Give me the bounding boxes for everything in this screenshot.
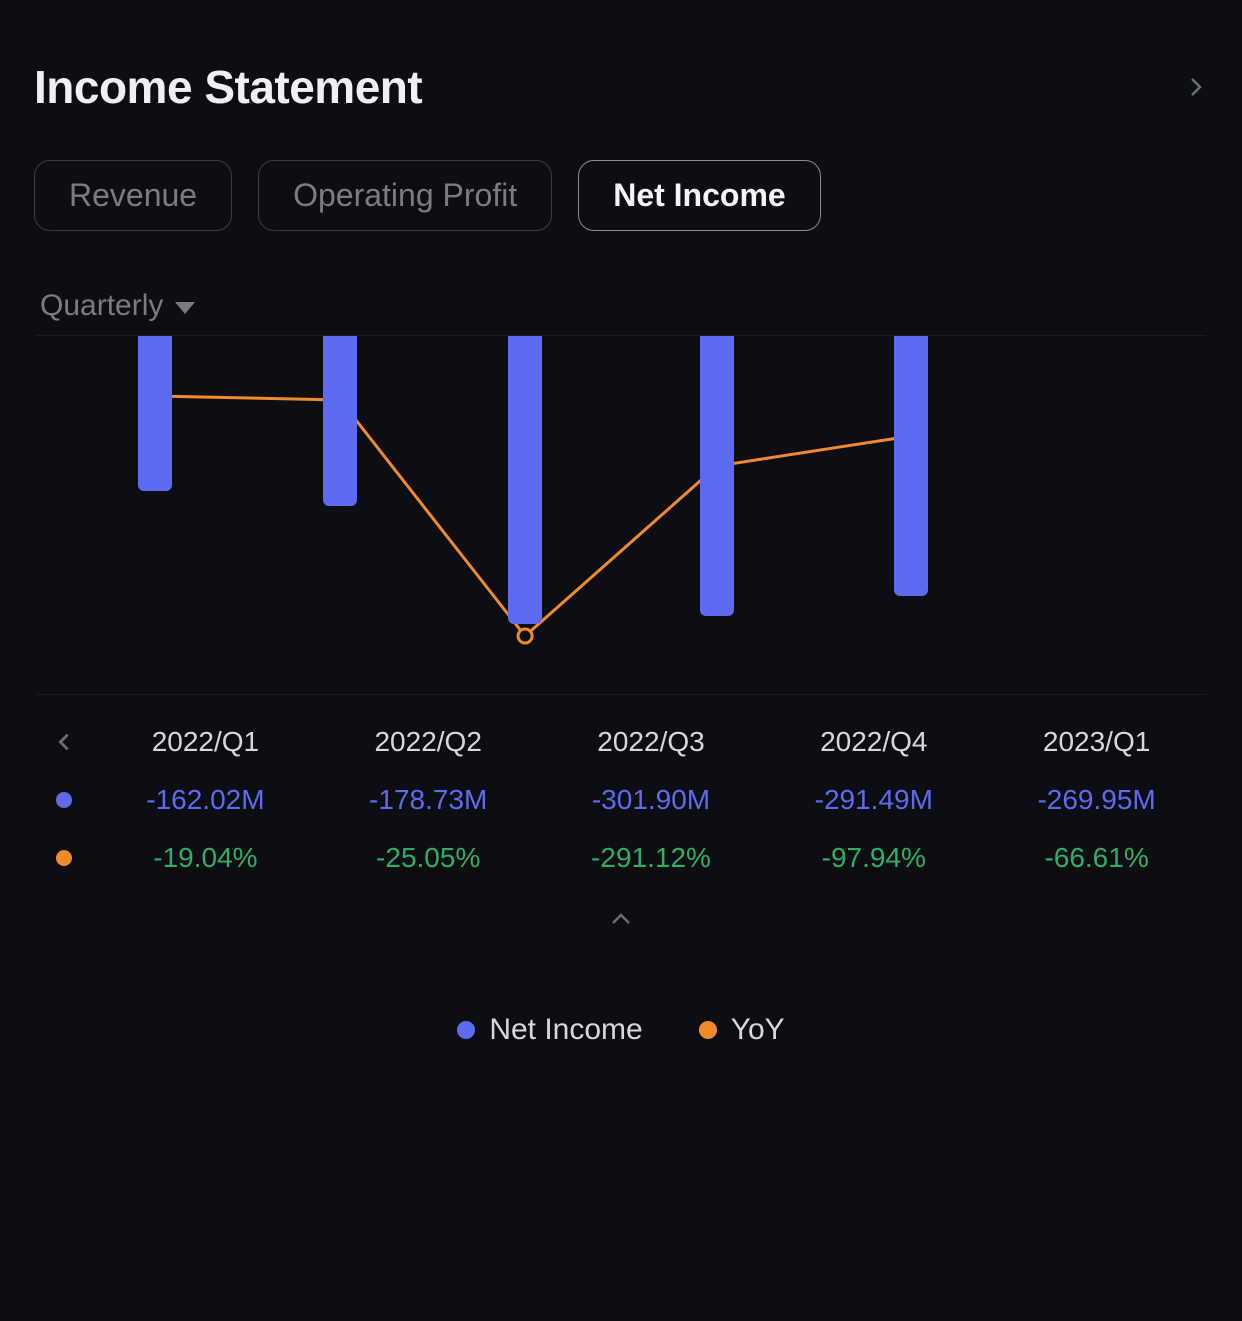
table-cell: 2022/Q2 bbox=[317, 726, 540, 758]
chevron-left-icon[interactable] bbox=[53, 731, 75, 753]
table-cell: -291.49M bbox=[762, 784, 985, 816]
income-chart bbox=[36, 335, 1206, 695]
series-dot-net-income bbox=[56, 792, 72, 808]
yoy-line bbox=[36, 336, 1206, 694]
chart-line-marker bbox=[518, 629, 532, 643]
table-cell: -178.73M bbox=[317, 784, 540, 816]
page-title: Income Statement bbox=[34, 60, 422, 114]
period-selector-label: Quarterly bbox=[40, 289, 163, 323]
legend-label: YoY bbox=[731, 1013, 785, 1047]
tab-revenue[interactable]: Revenue bbox=[34, 160, 232, 231]
table-cell: -25.05% bbox=[317, 842, 540, 874]
legend-dot-icon bbox=[699, 1021, 717, 1039]
series-dot-yoy bbox=[56, 850, 72, 866]
table-cell: -291.12% bbox=[540, 842, 763, 874]
caret-down-icon bbox=[175, 302, 195, 314]
table-cell: -19.04% bbox=[94, 842, 317, 874]
chart-bar bbox=[894, 336, 928, 596]
chevron-up-icon[interactable] bbox=[609, 907, 633, 931]
chart-legend: Net Income YoY bbox=[34, 1013, 1208, 1047]
table-cell: 2022/Q4 bbox=[762, 726, 985, 758]
table-cell: -301.90M bbox=[540, 784, 763, 816]
table-cell: -162.02M bbox=[94, 784, 317, 816]
table-cell: -97.94% bbox=[762, 842, 985, 874]
data-table: 2022/Q12022/Q22022/Q32022/Q42023/Q1 -162… bbox=[34, 713, 1208, 887]
chart-bar bbox=[138, 336, 172, 491]
chart-bar bbox=[323, 336, 357, 506]
tab-net-income[interactable]: Net Income bbox=[578, 160, 820, 231]
table-cell: 2023/Q1 bbox=[985, 726, 1208, 758]
chart-bar bbox=[508, 336, 542, 624]
tab-operating-profit[interactable]: Operating Profit bbox=[258, 160, 552, 231]
chevron-right-icon[interactable] bbox=[1184, 75, 1208, 99]
table-cell: 2022/Q1 bbox=[94, 726, 317, 758]
table-cell: -269.95M bbox=[985, 784, 1208, 816]
legend-dot-icon bbox=[457, 1021, 475, 1039]
period-selector[interactable]: Quarterly bbox=[34, 289, 1208, 323]
legend-item-yoy: YoY bbox=[699, 1013, 785, 1047]
metric-tabs: Revenue Operating Profit Net Income bbox=[34, 160, 1208, 231]
legend-label: Net Income bbox=[489, 1013, 642, 1047]
table-cell: 2022/Q3 bbox=[540, 726, 763, 758]
chart-bar bbox=[700, 336, 734, 616]
table-cell: -66.61% bbox=[985, 842, 1208, 874]
legend-item-net-income: Net Income bbox=[457, 1013, 642, 1047]
